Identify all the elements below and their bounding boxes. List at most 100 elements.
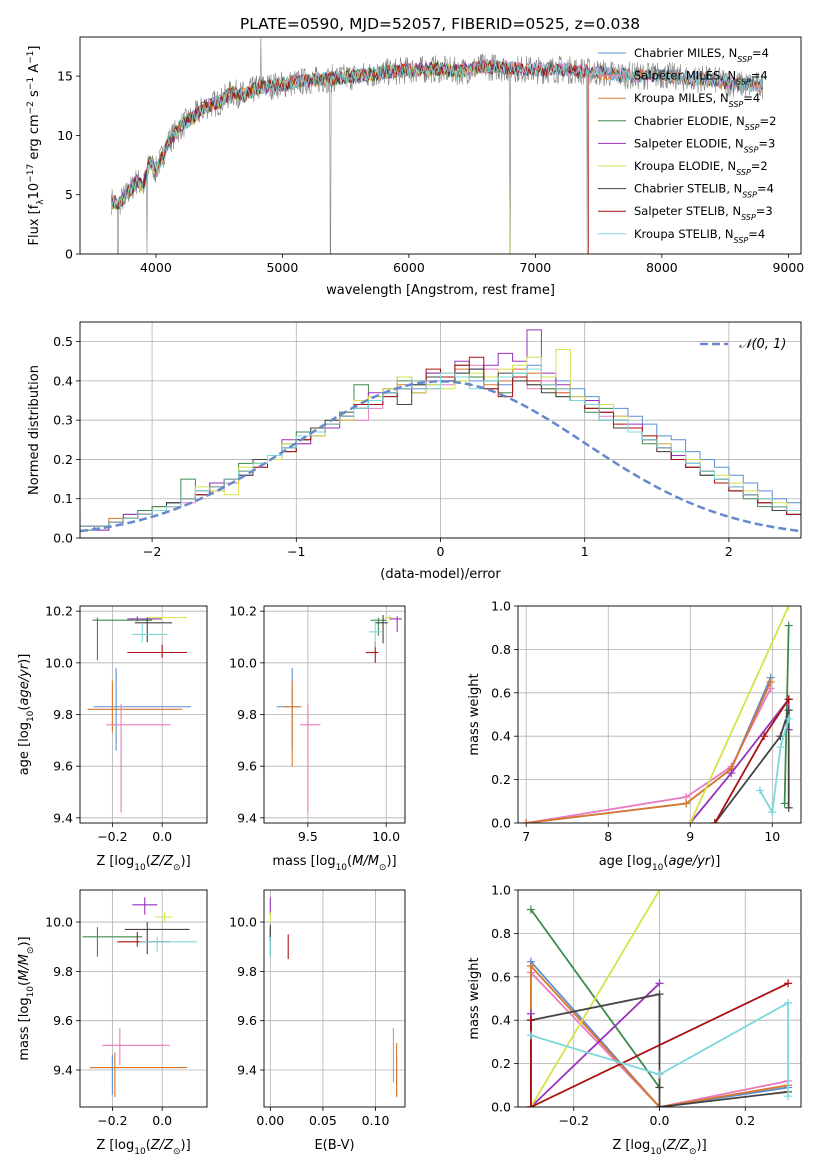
- weight_vs_age-series-marker: [686, 819, 695, 823]
- weight_vs_age-series-marker: [755, 786, 764, 795]
- spectrum-legend-label-part: SSP: [734, 235, 749, 244]
- weight_vs_Z-series-marker: [526, 1031, 535, 1040]
- residuals-legend-label: 𝒩(0, 1): [739, 337, 786, 352]
- mass_vs_Z-xlabel-part: (: [146, 1138, 151, 1153]
- weight_vs_Z-xlabel: Z [log10(Z/Z⊙)]: [612, 1138, 706, 1157]
- age_vs_Z-ytick-label: 9.4: [53, 810, 73, 825]
- mass_vs_Z-ytick-label: 9.6: [53, 1013, 73, 1028]
- weight_vs_Z-xlabel-part: 10: [650, 1147, 662, 1157]
- age_vs_Z-ytick-label: 9.8: [53, 707, 73, 722]
- mass_vs_Z-xlabel-part: 10: [134, 1147, 146, 1157]
- spectrum-legend-label-part: =2: [760, 114, 777, 128]
- mass_vs_Z-errorbar-point: [124, 922, 190, 955]
- age_vs_Z-ylabel-part: 10: [26, 710, 36, 722]
- weight_vs_age-xlabel-part: )]: [710, 854, 720, 869]
- spectrum-legend-label-part: Kroupa STELIB, N: [634, 227, 734, 241]
- weight_vs_Z-series-line: [530, 1001, 789, 1097]
- weight_vs_age-ytick-label: 0.8: [491, 642, 511, 657]
- mass_vs_Z-ylabel-part: ⊙: [26, 947, 36, 955]
- spectrum-legend-label-part: =4: [751, 69, 768, 83]
- mass_vs_Z-errorbar-point: [154, 912, 173, 923]
- mass_vs_Z-ylabel-part: 10: [26, 986, 36, 998]
- age_vs_mass-xtick-label: 10.0: [372, 829, 400, 844]
- weight_vs_age-series-marker: [784, 621, 793, 630]
- spectrum-ylabel-part: 10: [27, 183, 42, 200]
- spectrum-legend-label-part: Salpeter ELODIE, N: [634, 136, 744, 150]
- spectrum-plot-area: [111, 37, 764, 254]
- weight_vs_Z-series-line: [530, 982, 661, 1107]
- age_vs_Z-errorbar-point: [147, 615, 188, 621]
- mass_vs_Z-ytick-label: 9.4: [53, 1063, 73, 1078]
- residuals-ytick-label: 0.2: [53, 452, 73, 467]
- weight_vs_age-series-marker: [776, 743, 785, 752]
- weight_vs_Z-series-marker: [526, 1103, 535, 1107]
- mass_vs_Z-ylabel-part: mass [log: [17, 997, 32, 1060]
- spectrum-ylabel-part: −1: [26, 51, 36, 64]
- weight_vs_age-xtick-label: 9: [686, 829, 694, 844]
- age_vs_Z-ytick-label: 10.2: [45, 604, 73, 619]
- age_vs_Z-frame: [79, 605, 208, 824]
- mass_vs_Z-errorbar-point: [89, 1052, 188, 1098]
- age_vs_Z-ylabel-part: age/yr: [17, 662, 32, 705]
- spectrum-legend-label-part: =4: [748, 227, 765, 241]
- weight_vs_age-xlabel-part: (: [663, 854, 668, 869]
- age_vs_Z-ylabel: age [log10(age/yr)]: [17, 654, 36, 776]
- weight_vs_age-series-line: [526, 688, 772, 823]
- residuals-ytick-label: 0.0: [53, 531, 73, 546]
- mass_vs_Z-xlabel: Z [log10(Z/Z⊙)]: [96, 1138, 190, 1157]
- mass_vs_Z-errorbar-point: [89, 1055, 183, 1095]
- residuals-xlabel-part: (data-model)/error: [380, 567, 501, 582]
- mass_vs_Z-xtick-label: 0.0: [152, 1113, 172, 1128]
- age_vs_mass-ytick-label: 10.0: [229, 655, 257, 670]
- weight_vs_Z-series-line: [530, 982, 789, 1107]
- weight_vs_Z-ylabel-part: mass weight: [467, 957, 482, 1039]
- weight_vs_age-series-marker: [784, 706, 793, 715]
- age_vs_Z-axes: −0.2 0.0 9.4 9.6 9.8 10.0 10.2: [45, 604, 207, 844]
- spectrum-legend-label-part: SSP: [729, 100, 744, 109]
- age_vs_mass-plot-area: [276, 615, 402, 813]
- age_vs_Z-ytick-label: 10.0: [45, 655, 73, 670]
- mass_vs_ebv-plot-area: [269, 897, 398, 1098]
- mass_vs_Z-ylabel-part: (: [17, 981, 32, 986]
- age_vs_Z-xlabel-part: ⊙: [173, 863, 181, 873]
- weight_vs_Z-ytick-label: 0.8: [491, 926, 511, 941]
- spectrum-legend-label-part: =2: [751, 159, 768, 173]
- age_vs_Z-errorbar-point: [132, 624, 168, 643]
- spectrum-ylabel: Flux [fλ10−17 erg cm−2 s−1 A−1]: [26, 46, 46, 246]
- weight_vs_age-frame: [517, 605, 802, 824]
- weight_vs_age-ytick-label: 0.0: [491, 816, 511, 831]
- weight_vs_Z-series-marker: [655, 1103, 664, 1107]
- residuals-histogram-kroupa-elodie: [80, 349, 801, 527]
- weight_vs_Z-series-marker: [784, 1092, 793, 1101]
- weight_vs_age-series-marker: [766, 677, 775, 686]
- age_vs_Z-xtick-label: −0.2: [97, 829, 127, 844]
- residuals-xlabel: (data-model)/error: [380, 567, 501, 582]
- age_vs_Z-ylabel-part: age [log: [17, 722, 32, 775]
- mass_vs_ebv-xlabel: E(B-V): [314, 1138, 354, 1153]
- residuals-ytick-label: 0.1: [53, 491, 73, 506]
- age_vs_Z-ytick-label: 9.6: [53, 759, 73, 774]
- spectrum-legend-label-part: =3: [756, 204, 773, 218]
- weight_vs_Z-xlabel-part: (: [662, 1138, 667, 1153]
- mass_vs_ebv-frame: [263, 889, 406, 1108]
- residuals-ytick-label: 0.5: [53, 334, 73, 349]
- spectrum-axes: 4000 5000 6000 7000 8000 9000 0 5 10 15: [57, 69, 804, 275]
- age_vs_mass-xlabel-part: mass [log: [272, 854, 335, 869]
- mass_vs_ebv-xtick-label: 0.00: [256, 1113, 284, 1128]
- spectrum-legend-label-part: Chabrier MILES, N: [634, 46, 737, 60]
- mass_vs_Z-plot-area: [82, 897, 198, 1098]
- weight_vs_age-ytick-label: 0.6: [491, 685, 511, 700]
- age_vs_mass-xlabel-part: M/M: [352, 854, 379, 869]
- age_vs_mass-errorbar-point: [375, 615, 388, 644]
- weight_vs_age-xlabel-part: age [log: [599, 854, 652, 869]
- residuals-xtick-label: 2: [725, 544, 733, 559]
- age_vs_Z-xtick-label: 0.0: [152, 829, 172, 844]
- age_vs_Z-errorbar-point: [127, 616, 163, 622]
- spectrum-legend-label-part: SSP: [742, 190, 757, 199]
- weight_vs_Z-xtick-label: 0.2: [735, 1113, 755, 1128]
- age_vs_Z-xlabel-part: Z/Z: [150, 854, 174, 869]
- spectrum-legend-label-part: Salpeter MILES, N: [634, 69, 736, 83]
- age_vs_mass-xlabel-part: )]: [386, 854, 396, 869]
- residuals-histogram-salpeter-miles: [80, 364, 801, 527]
